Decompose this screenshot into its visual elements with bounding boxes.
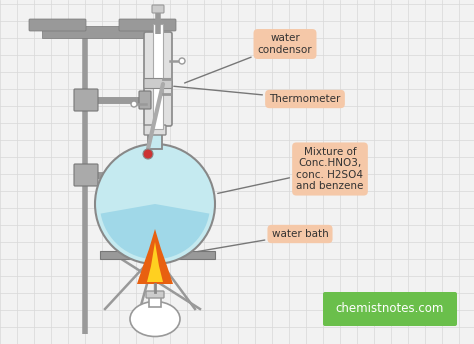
Circle shape	[179, 58, 185, 64]
FancyBboxPatch shape	[119, 19, 176, 31]
FancyBboxPatch shape	[74, 164, 98, 186]
Text: water bath: water bath	[198, 229, 328, 251]
Text: chemistnotes.com: chemistnotes.com	[336, 302, 444, 315]
FancyBboxPatch shape	[42, 26, 162, 38]
Polygon shape	[147, 242, 163, 282]
FancyBboxPatch shape	[144, 125, 166, 135]
Circle shape	[95, 144, 215, 264]
FancyBboxPatch shape	[149, 295, 161, 307]
FancyBboxPatch shape	[148, 129, 162, 149]
FancyBboxPatch shape	[146, 291, 164, 298]
FancyBboxPatch shape	[100, 251, 215, 259]
Ellipse shape	[130, 301, 180, 336]
Wedge shape	[100, 204, 210, 259]
Text: water
condensor: water condensor	[184, 33, 312, 83]
FancyBboxPatch shape	[139, 91, 151, 109]
Text: Mixture of
Conc.HNO3,
conc. H2SO4
and benzene: Mixture of Conc.HNO3, conc. H2SO4 and be…	[218, 147, 364, 193]
FancyBboxPatch shape	[29, 19, 86, 31]
Polygon shape	[137, 229, 173, 284]
FancyBboxPatch shape	[323, 292, 457, 326]
Text: Thermometer: Thermometer	[174, 86, 341, 104]
FancyBboxPatch shape	[144, 32, 172, 126]
FancyBboxPatch shape	[144, 78, 172, 88]
FancyBboxPatch shape	[74, 89, 98, 111]
Circle shape	[143, 149, 153, 159]
Circle shape	[131, 101, 137, 107]
FancyBboxPatch shape	[152, 5, 164, 13]
FancyBboxPatch shape	[153, 24, 163, 129]
